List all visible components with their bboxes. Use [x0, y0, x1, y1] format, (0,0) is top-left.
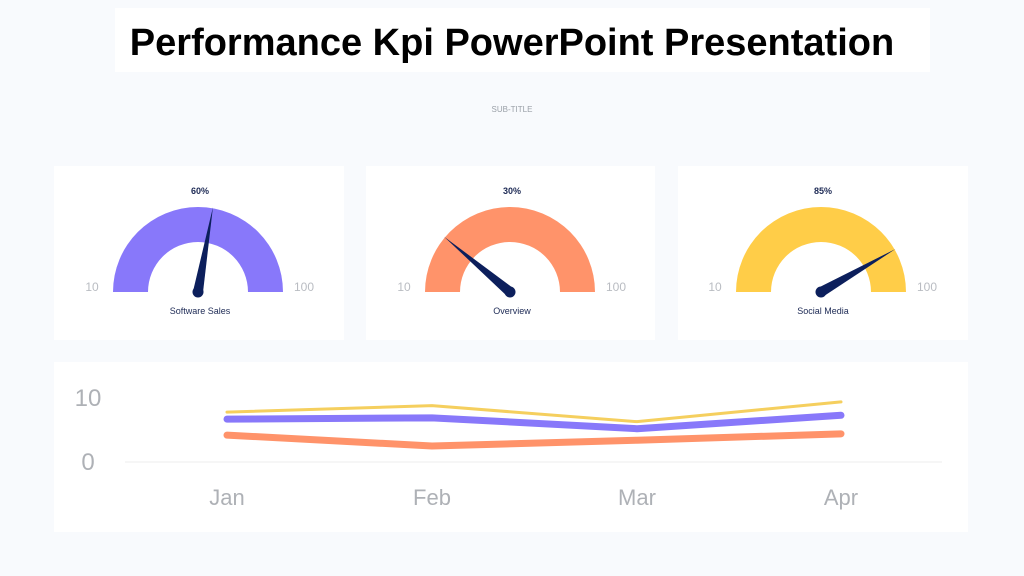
gauge-needle-hub: [504, 286, 516, 298]
gauge-label: Social Media: [797, 306, 849, 316]
title-box: [115, 8, 930, 72]
series-line-2: [223, 430, 845, 450]
gauge-arc: [113, 207, 283, 292]
y-tick-label: 0: [81, 449, 94, 476]
gauge-card-social-media: [678, 166, 968, 340]
gauge-min: 10: [708, 280, 722, 294]
gauge-label: Software Sales: [170, 306, 231, 316]
gauge-value: 60%: [191, 186, 209, 196]
gauge-max: 100: [606, 280, 626, 294]
gauge-value: 30%: [503, 186, 521, 196]
x-tick-label: Apr: [824, 485, 858, 510]
gauge-needle: [444, 236, 514, 296]
y-tick-label: 10: [75, 385, 102, 412]
gauge-needle-hub: [815, 286, 827, 298]
gauge-value: 85%: [814, 186, 832, 196]
gauge-label: Overview: [493, 306, 531, 316]
gauge-arc: [425, 207, 595, 292]
gauge-card-overview: [366, 166, 655, 340]
x-tick-label: Mar: [618, 485, 656, 510]
gauge-arc: [736, 207, 906, 292]
gauge-max: 100: [917, 280, 937, 294]
series-line-1: [223, 411, 845, 433]
gauge-min: 10: [397, 280, 411, 294]
gauge-needle-hub: [192, 286, 204, 298]
gauge-card-software-sales: [54, 166, 344, 340]
gauge-max: 100: [294, 280, 314, 294]
series-line-0: [225, 400, 843, 424]
gauge-needle: [193, 207, 213, 293]
subtitle: SUB-TITLE: [491, 105, 533, 114]
gauge-min: 10: [85, 280, 99, 294]
page-title: Performance Kpi PowerPoint Presentation: [129, 22, 895, 64]
x-tick-label: Feb: [413, 485, 451, 510]
x-tick-label: Jan: [209, 485, 244, 510]
gauge-needle: [818, 249, 896, 297]
